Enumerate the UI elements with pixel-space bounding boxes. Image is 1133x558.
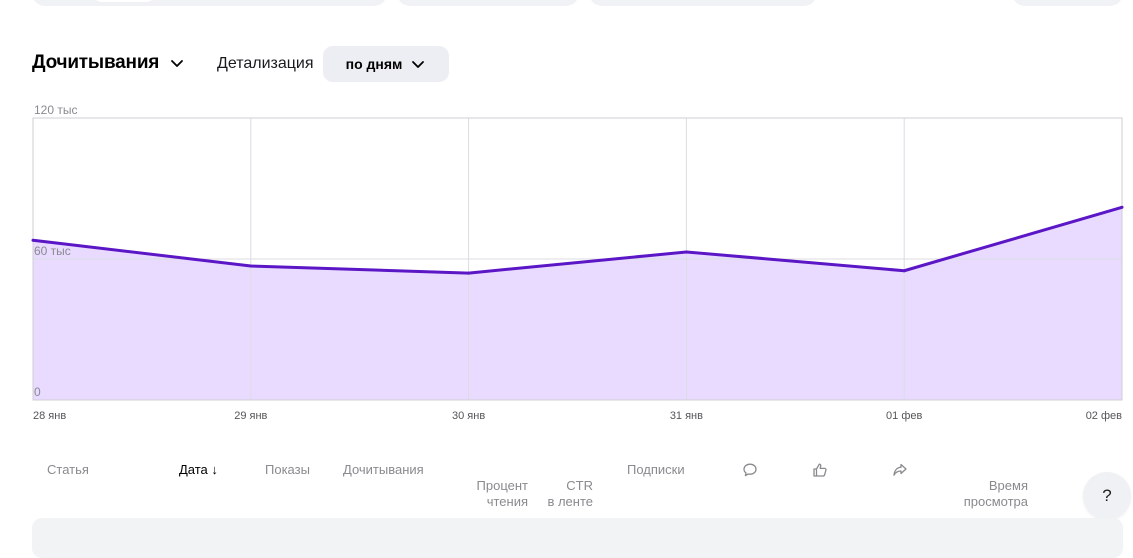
col-ctr[interactable]: CTR в ленте [547,478,593,509]
col-read-percent[interactable]: Процент чтения [476,478,528,509]
detail-select[interactable]: по дням [323,46,449,82]
col-shows[interactable]: Показы [265,462,310,477]
col-watch-time[interactable]: Время просмотра [963,478,1028,509]
data-point [467,271,471,275]
filter-pill-1-selected[interactable] [92,0,156,2]
x-tick-label: 30 янв [452,410,485,422]
area-fill [33,207,1122,400]
col-readthroughs[interactable]: Дочитывания [343,462,424,477]
x-tick-label: 31 янв [670,410,703,422]
y-tick-label: 120 тыс [34,103,77,117]
detail-select-value: по дням [345,56,403,72]
metric-title: Дочитывания [32,52,160,73]
help-button[interactable]: ? [1083,472,1131,520]
comment-icon[interactable] [742,462,758,478]
plot-frame [32,117,1123,401]
col-subscriptions[interactable]: Подписки [627,462,685,477]
y-tick-label: 60 тыс [34,244,71,258]
chevron-down-icon [171,60,184,67]
data-point [684,250,688,254]
metric-selector[interactable]: Дочитывания [32,52,185,74]
share-icon[interactable] [892,462,908,478]
x-tick-label: 28 янв [33,410,66,422]
data-point [31,238,35,242]
data-point [902,269,906,273]
table-body [32,518,1123,558]
detail-label: Детализация [217,55,314,72]
y-tick-label: 0 [34,385,41,399]
col-article[interactable]: Статья [47,462,89,477]
data-point [249,264,253,268]
x-tick-label: 01 фев [886,410,922,422]
readthroughs-chart: 120 тыс 60 тыс 0 28 янв 29 янв 30 янв 31 янв 01… [31,103,1124,422]
x-tick-label: 02 фев [1086,410,1122,422]
col-date[interactable]: Дата ↓ [179,462,218,477]
data-point [1120,205,1124,209]
filter-pill-4[interactable] [1012,0,1123,6]
sort-desc-icon: ↓ [211,462,218,477]
chevron-down-icon [412,61,425,68]
series-line [32,205,1123,275]
like-icon[interactable] [812,462,828,478]
filter-pill-2[interactable] [397,0,579,6]
filter-pill-3[interactable] [589,0,817,6]
filter-pill-1[interactable] [32,0,387,6]
x-tick-label: 29 янв [234,410,267,422]
